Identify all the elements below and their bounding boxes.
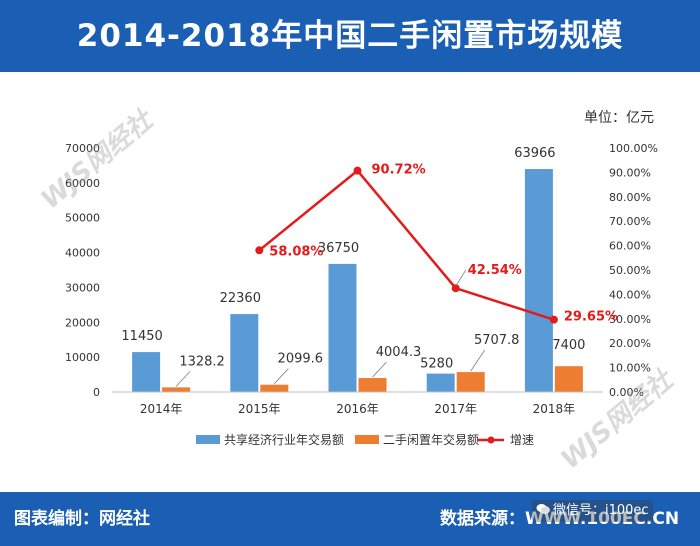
- bar-secondhand: [456, 372, 485, 392]
- y-right-tick-label: 90.00%: [609, 166, 651, 179]
- bar-sharing: [426, 373, 455, 392]
- leader-line: [470, 349, 486, 372]
- y-right-tick-label: 40.00%: [609, 288, 651, 301]
- y-right-tick-label: 20.00%: [609, 337, 651, 350]
- y-right-tick-label: 100.00%: [609, 142, 658, 155]
- data-label-growth: 42.54%: [468, 263, 522, 278]
- wechat-badge: 微信号：i100ec: [532, 500, 653, 522]
- x-tick-label: 2016年: [336, 402, 379, 416]
- chart: 单位：亿元 0 10000 20000 30000 40000 50000 60000 7000…: [65, 110, 658, 447]
- bar-sharing: [328, 263, 357, 392]
- x-tick-label: 2014年: [140, 402, 183, 416]
- y-right-tick-label: 80.00%: [609, 191, 651, 204]
- legend-label-growth: 增速: [510, 433, 534, 447]
- y-right-tick-label: 0.00%: [609, 386, 644, 399]
- y-left-tick-label: 30000: [65, 281, 100, 294]
- data-label-secondhand: 7400: [552, 338, 585, 353]
- y-right-tick-label: 10.00%: [609, 362, 651, 375]
- bar-sharing: [132, 352, 161, 392]
- bar-secondhand: [358, 378, 387, 392]
- x-tick-label: 2018年: [533, 402, 576, 416]
- data-label-sharing: 63966: [514, 146, 555, 161]
- growth-point: [549, 315, 558, 324]
- y-left-tick-label: 20000: [65, 316, 100, 329]
- y-right-tick-label: 60.00%: [609, 240, 651, 253]
- leader-line: [175, 371, 191, 387]
- legend-swatch-secondhand: [355, 435, 379, 444]
- x-tick-label: 2015年: [238, 402, 281, 416]
- wechat-id: 微信号：i100ec: [553, 503, 649, 518]
- y-right-tick-label: 30.00%: [609, 313, 651, 326]
- leader-line: [274, 368, 289, 384]
- growth-point: [451, 284, 460, 293]
- unit-label: 单位：亿元: [584, 110, 654, 126]
- bar-sharing: [524, 169, 553, 392]
- bar-secondhand: [260, 384, 289, 392]
- y-right-tick-label: 70.00%: [609, 215, 651, 228]
- growth-point: [353, 166, 362, 175]
- title-banner: 2014-2018年中国二手闲置市场规模: [0, 0, 700, 72]
- data-label-secondhand: 1328.2: [179, 354, 225, 369]
- legend-label-secondhand: 二手闲置年交易额: [383, 432, 479, 447]
- bar-sharing: [230, 314, 259, 392]
- page-title: 2014-2018年中国二手闲置市场规模: [76, 18, 624, 54]
- data-label-growth: 29.65%: [564, 310, 618, 325]
- y-left-tick-label: 10000: [65, 351, 100, 364]
- data-label-secondhand: 4004.3: [376, 345, 422, 360]
- legend-label-sharing: 共享经济行业年交易额: [224, 432, 344, 447]
- x-tick-label: 2017年: [434, 402, 477, 416]
- y-left-tick-label: 0: [93, 386, 100, 399]
- legend-swatch-sharing: [196, 435, 220, 444]
- data-label-sharing: 36750: [318, 241, 359, 256]
- growth-line: [258, 169, 555, 321]
- footer-bar: 图表编制：网经社 数据来源：WWW.100EC.CN: [0, 492, 700, 546]
- y-left-tick-label: 40000: [65, 247, 100, 260]
- leader-line: [372, 361, 387, 378]
- data-label-growth: 90.72%: [372, 163, 426, 178]
- y-left-tick-label: 70000: [65, 142, 100, 155]
- y-left-tick-label: 60000: [65, 177, 100, 190]
- data-label-secondhand: 5707.8: [474, 333, 520, 348]
- data-label-growth: 58.08%: [269, 244, 323, 259]
- data-label-sharing: 11450: [121, 329, 162, 344]
- leader-line: [455, 269, 467, 287]
- footer-compiler: 图表编制：网经社: [14, 509, 150, 529]
- growth-point: [255, 246, 264, 255]
- data-label-secondhand: 2099.6: [278, 352, 324, 367]
- legend-marker-growth: [487, 436, 495, 444]
- y-right-tick-label: 50.00%: [609, 264, 651, 277]
- wechat-icon: [536, 504, 550, 514]
- footer-source: 数据来源：WWW.100EC.CN: [440, 509, 680, 529]
- data-label-sharing: 5280: [420, 357, 453, 372]
- bar-secondhand: [162, 387, 191, 392]
- y-left-tick-label: 50000: [65, 212, 100, 225]
- data-label-sharing: 22360: [220, 291, 261, 306]
- bar-secondhand: [554, 366, 583, 392]
